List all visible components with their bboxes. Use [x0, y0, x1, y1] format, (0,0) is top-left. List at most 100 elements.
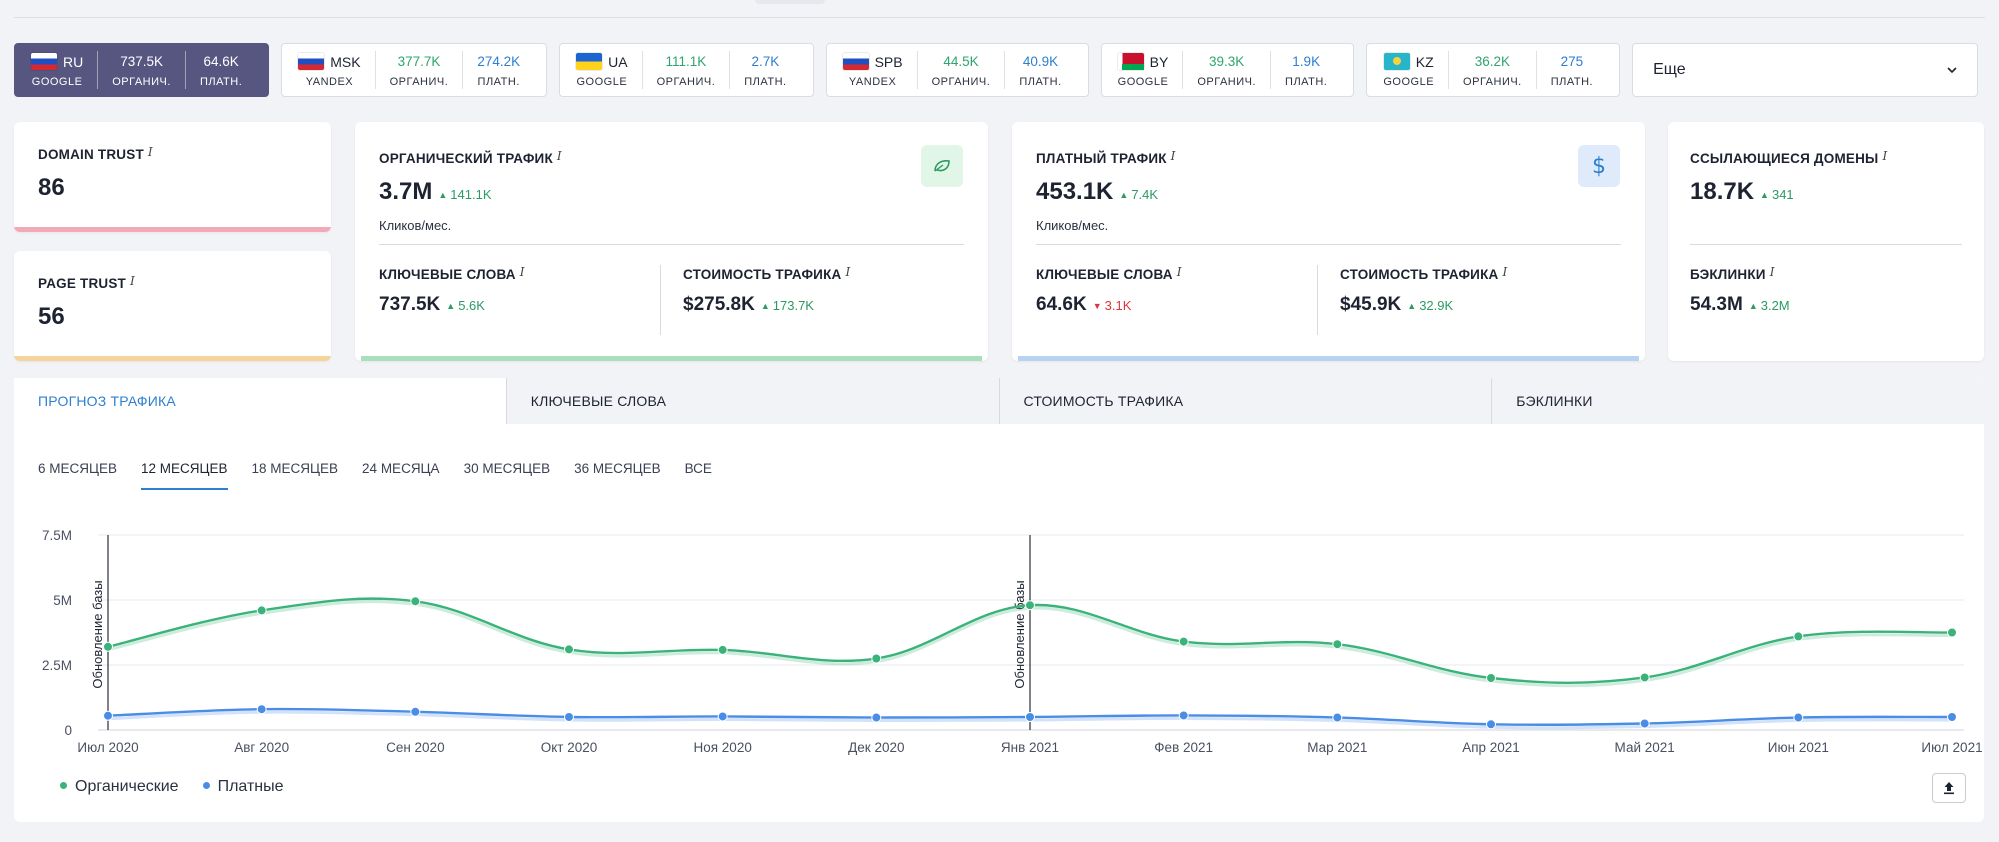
legend-organic[interactable]: Органические [60, 778, 179, 796]
tab-traffic-forecast[interactable]: ПРОГНОЗ ТРАФИКА [14, 378, 506, 424]
paid-value: 453.1K [1036, 178, 1114, 205]
tab-keywords[interactable]: КЛЮЧЕВЫЕ СЛОВА [505, 378, 999, 424]
legend-paid[interactable]: Платные [202, 778, 284, 796]
paid-point [1793, 712, 1804, 723]
region-msk[interactable]: MSK YANDEX 377.7K ОРГАНИЧ. 274.2K ПЛАТН. [281, 43, 548, 97]
info-icon[interactable]: i [1882, 149, 1888, 163]
region-paid: 275 [1560, 53, 1584, 69]
info-icon[interactable]: i [147, 145, 153, 159]
backlinks-value: 54.3M [1690, 294, 1743, 315]
region-organic: 111.1K [665, 53, 707, 69]
y-tick-label: 2.5M [42, 658, 72, 673]
organic-title: ОРГАНИЧЕСКИЙ ТРАФИК [379, 151, 553, 166]
page-trust-title: PAGE TRUST [38, 276, 127, 291]
region-engine: GOOGLE [31, 75, 83, 88]
region-organic: 377.7K [397, 53, 441, 69]
region-kz[interactable]: KZ GOOGLE 36.2K ОРГАНИЧ. 275 ПЛАТН. [1366, 43, 1621, 97]
divider [379, 244, 964, 245]
info-icon[interactable]: i [519, 265, 525, 279]
referring-title: ССЫЛАЮЩИЕСЯ ДОМЕНЫ [1690, 151, 1879, 166]
region-paid: 2.7K [751, 53, 780, 69]
paid-cost-value: $45.9K [1340, 294, 1402, 315]
organic-traffic-card: ОРГАНИЧЕСКИЙ ТРАФИКi 3.7M141.1K Кликов/м… [355, 122, 988, 361]
region-engine: GOOGLE [1117, 75, 1169, 88]
paid-label: ПЛАТН. [1019, 75, 1062, 88]
organic-label: ОРГАНИЧ. [112, 75, 171, 88]
region-engine: GOOGLE [576, 75, 628, 88]
organic-cost-title: СТОИМОСТЬ ТРАФИКА [683, 267, 842, 282]
region-engine: GOOGLE [1383, 75, 1435, 88]
referring-delta: 341 [1760, 187, 1794, 202]
period-all[interactable]: ВСЕ [684, 461, 712, 476]
paid-traffic-card: ПЛАТНЫЙ ТРАФИКi 453.1K7.4K Кликов/мес. $… [1012, 122, 1645, 361]
paid-dot-icon [202, 782, 210, 789]
divider [1690, 244, 1962, 245]
export-button[interactable] [1932, 773, 1966, 803]
period-36-months[interactable]: 36 МЕСЯЦЕВ [574, 461, 661, 476]
referring-domains-card: ССЫЛАЮЩИЕСЯ ДОМЕНЫi 18.7K341 БЭКЛИНКИi 5… [1668, 122, 1984, 361]
tab-traffic-cost[interactable]: СТОИМОСТЬ ТРАФИКА [998, 378, 1492, 424]
x-tick-label: Мар 2021 [1307, 740, 1367, 755]
period-24-months[interactable]: 24 МЕСЯЦА [362, 461, 440, 476]
region-organic: 737.5K [120, 53, 163, 69]
organic-point [1947, 627, 1957, 638]
paid-point [564, 712, 574, 722]
page-trust-card: PAGE TRUST i 56 [14, 251, 331, 361]
region-code: MSK [330, 53, 361, 70]
period-18-months[interactable]: 18 МЕСЯЦЕВ [251, 461, 339, 476]
paid-label: ПЛАТН. [477, 75, 520, 88]
region-organic: 39.3K [1209, 53, 1245, 69]
organic-label: ОРГАНИЧ. [656, 75, 716, 88]
region-engine: YANDEX [848, 75, 897, 88]
region-paid: 274.2K [477, 53, 521, 69]
region-selector: RU GOOGLE 737.5K ОРГАНИЧ. 64.6K ПЛАТН. MSK… [14, 43, 1979, 97]
chart-legend: Органические Платные [60, 778, 284, 796]
russia-flag-icon [31, 53, 57, 70]
region-spb[interactable]: SPB YANDEX 44.5K ОРГАНИЧ. 40.9K ПЛАТН. [825, 43, 1089, 97]
info-icon[interactable]: i [556, 149, 562, 163]
region-organic: 44.5K [943, 53, 979, 69]
paid-label: ПЛАТН. [1285, 75, 1328, 88]
x-tick-label: Май 2021 [1615, 740, 1675, 755]
top-divider [14, 17, 1985, 18]
info-icon[interactable]: i [1502, 265, 1508, 279]
organic-dot-icon [60, 782, 67, 789]
info-icon[interactable]: i [1769, 265, 1775, 279]
divider [1036, 244, 1621, 245]
period-12-months[interactable]: 12 МЕСЯЦЕВ [141, 461, 228, 490]
legend-organic-label: Органические [75, 778, 179, 795]
info-icon[interactable]: i [1170, 149, 1176, 163]
paid-label: ПЛАТН. [744, 75, 787, 88]
organic-point [1025, 600, 1035, 611]
tab-backlinks[interactable]: БЭКЛИНКИ [1491, 378, 1984, 424]
paid-point [256, 704, 267, 715]
region-ua[interactable]: UA GOOGLE 111.1K ОРГАНИЧ. 2.7K ПЛАТН. [559, 43, 814, 97]
x-tick-label: Фев 2021 [1154, 740, 1213, 755]
paid-point [1486, 719, 1496, 730]
x-tick-label: Авг 2020 [234, 740, 289, 755]
more-regions-dropdown[interactable]: Еще [1632, 43, 1979, 97]
paid-point [1947, 712, 1957, 722]
dollar-icon: $ [1578, 145, 1620, 187]
paid-point [103, 710, 113, 721]
domain-trust-card: DOMAIN TRUST i 86 [14, 122, 331, 232]
info-icon[interactable]: i [845, 265, 851, 279]
info-icon[interactable]: i [130, 274, 135, 288]
region-by[interactable]: BY GOOGLE 39.3K ОРГАНИЧ. 1.9K ПЛАТН. [1100, 43, 1355, 97]
organic-point [256, 605, 267, 616]
period-6-months[interactable]: 6 МЕСЯЦЕВ [38, 461, 118, 476]
backlinks-title: БЭКЛИНКИ [1690, 267, 1766, 282]
annotation-label: Обновление базы [90, 580, 105, 688]
region-code: SPB [874, 53, 903, 70]
paid-delta: 7.4K [1119, 187, 1158, 202]
region-engine: YANDEX [305, 75, 354, 88]
info-icon[interactable]: i [1176, 265, 1182, 279]
organic-keywords-delta: 5.6K [446, 298, 485, 313]
x-tick-label: Июн 2021 [1768, 740, 1829, 755]
paid-cost-title: СТОИМОСТЬ ТРАФИКА [1340, 267, 1499, 282]
period-30-months[interactable]: 30 МЕСЯЦЕВ [463, 461, 551, 476]
russia-flag-icon [298, 53, 325, 70]
organic-delta: 141.1K [438, 187, 491, 202]
y-tick-label: 7.5M [42, 528, 72, 543]
region-ru[interactable]: RU GOOGLE 737.5K ОРГАНИЧ. 64.6K ПЛАТН. [14, 43, 270, 97]
